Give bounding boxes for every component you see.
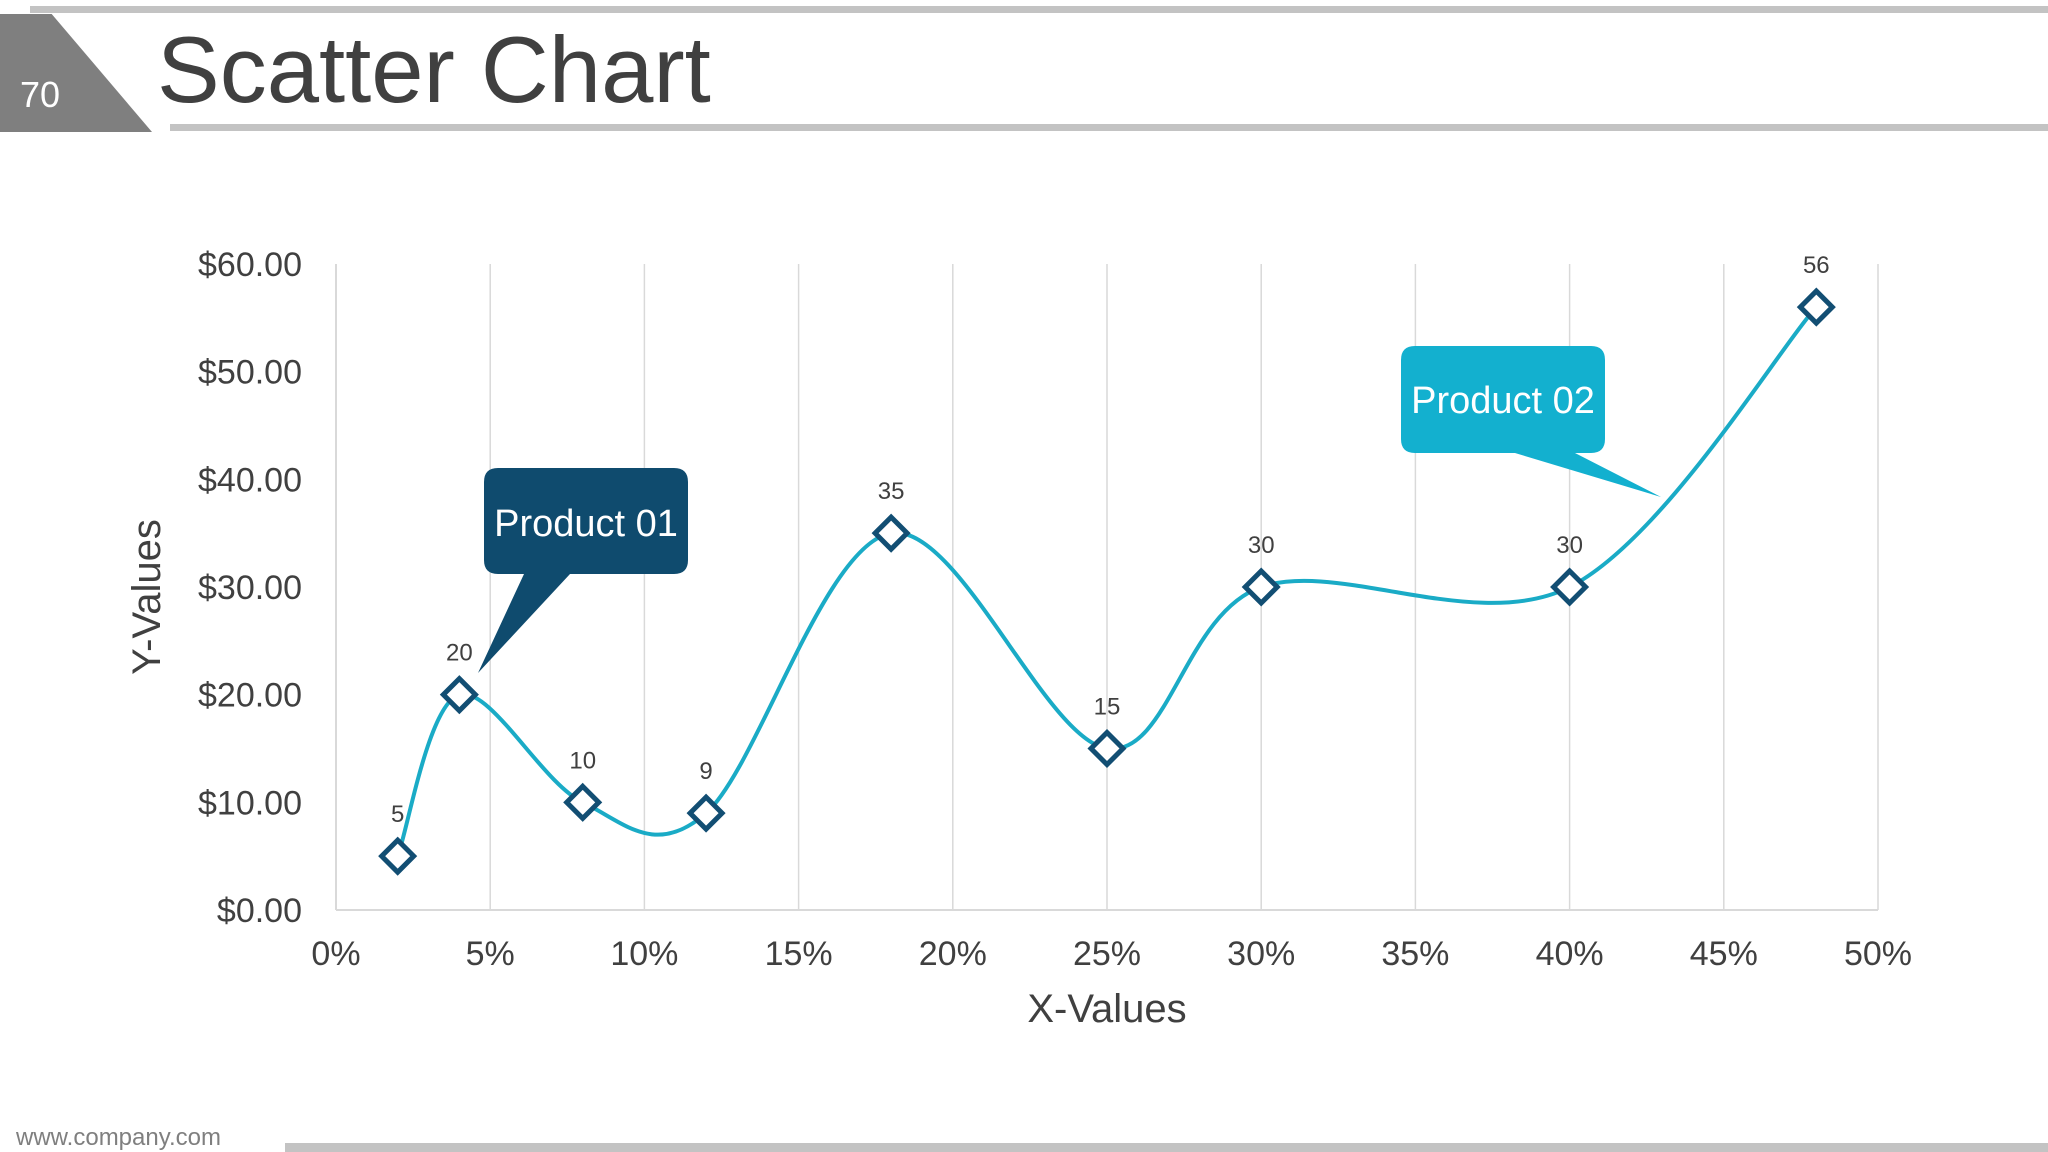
x-tick-label: 45% — [1690, 935, 1758, 973]
grid — [489, 264, 1879, 910]
slide-number: 70 — [20, 74, 61, 115]
data-point-marker — [1087, 728, 1127, 769]
data-labels: 5 20 10 9 35 15 30 30 56 — [391, 252, 1830, 828]
data-label: 5 — [391, 801, 404, 828]
data-label: 35 — [878, 478, 905, 505]
data-point-marker — [563, 782, 603, 822]
data-label: 10 — [569, 747, 596, 774]
x-tick-label: 25% — [1073, 935, 1141, 973]
callout-product-02-label: Product 02 — [1411, 380, 1595, 422]
callout-product-01-bubble — [478, 468, 688, 673]
top-rule — [30, 6, 2048, 13]
data-label: 20 — [446, 640, 473, 667]
y-tick-labels: $0.00 $10.00 $20.00 $30.00 $40.00 $50.00 $60.0… — [198, 246, 302, 930]
x-tick-label: 35% — [1381, 935, 1449, 973]
y-tick-label: $10.00 — [198, 784, 302, 822]
bottom-rule — [285, 1143, 2048, 1152]
x-tick-labels: 0% 5% 10% 15% 20% 25% 30% 35% 40% 45% 50% — [311, 935, 1912, 973]
data-label: 30 — [1248, 532, 1275, 559]
x-tick-label: 20% — [919, 935, 987, 973]
x-tick-label: 50% — [1844, 935, 1912, 973]
slide-title: Scatter Chart — [157, 17, 711, 122]
data-label: 56 — [1803, 252, 1830, 279]
data-point-marker — [1796, 287, 1836, 327]
y-tick-label: $30.00 — [198, 569, 302, 607]
x-tick-label: 5% — [466, 935, 515, 973]
data-label: 15 — [1094, 694, 1121, 721]
x-axis-title: X-Values — [1027, 987, 1186, 1031]
data-point-marker — [871, 513, 911, 553]
y-tick-label: $0.00 — [217, 892, 302, 930]
x-tick-label: 10% — [610, 935, 678, 973]
data-point-marker — [439, 675, 479, 715]
footer-url: www.company.com — [16, 1124, 221, 1151]
title-rule — [170, 124, 2048, 131]
data-point-marker — [1550, 567, 1590, 607]
callout-product-02-bubble — [1401, 346, 1661, 497]
y-tick-label: $50.00 — [198, 354, 302, 392]
data-point-marker — [378, 836, 418, 876]
x-tick-label: 0% — [311, 935, 360, 973]
y-tick-label: $20.00 — [198, 677, 302, 715]
data-label: 9 — [699, 758, 712, 785]
y-tick-label: $40.00 — [198, 461, 302, 499]
series-line — [395, 305, 1818, 857]
x-tick-label: 15% — [765, 935, 833, 973]
x-tick-label: 40% — [1536, 935, 1604, 973]
data-markers — [378, 287, 1836, 876]
callout-product-01-label: Product 01 — [494, 503, 678, 545]
y-tick-label: $60.00 — [198, 246, 302, 284]
callout-product-01: Product 01 — [478, 468, 688, 673]
callout-product-02: Product 02 — [1401, 346, 1661, 497]
data-point-marker — [686, 793, 726, 833]
y-axis-title: Y-Values — [125, 519, 169, 675]
data-label: 30 — [1556, 532, 1583, 559]
data-point-marker — [1241, 567, 1281, 607]
x-tick-label: 30% — [1227, 935, 1295, 973]
